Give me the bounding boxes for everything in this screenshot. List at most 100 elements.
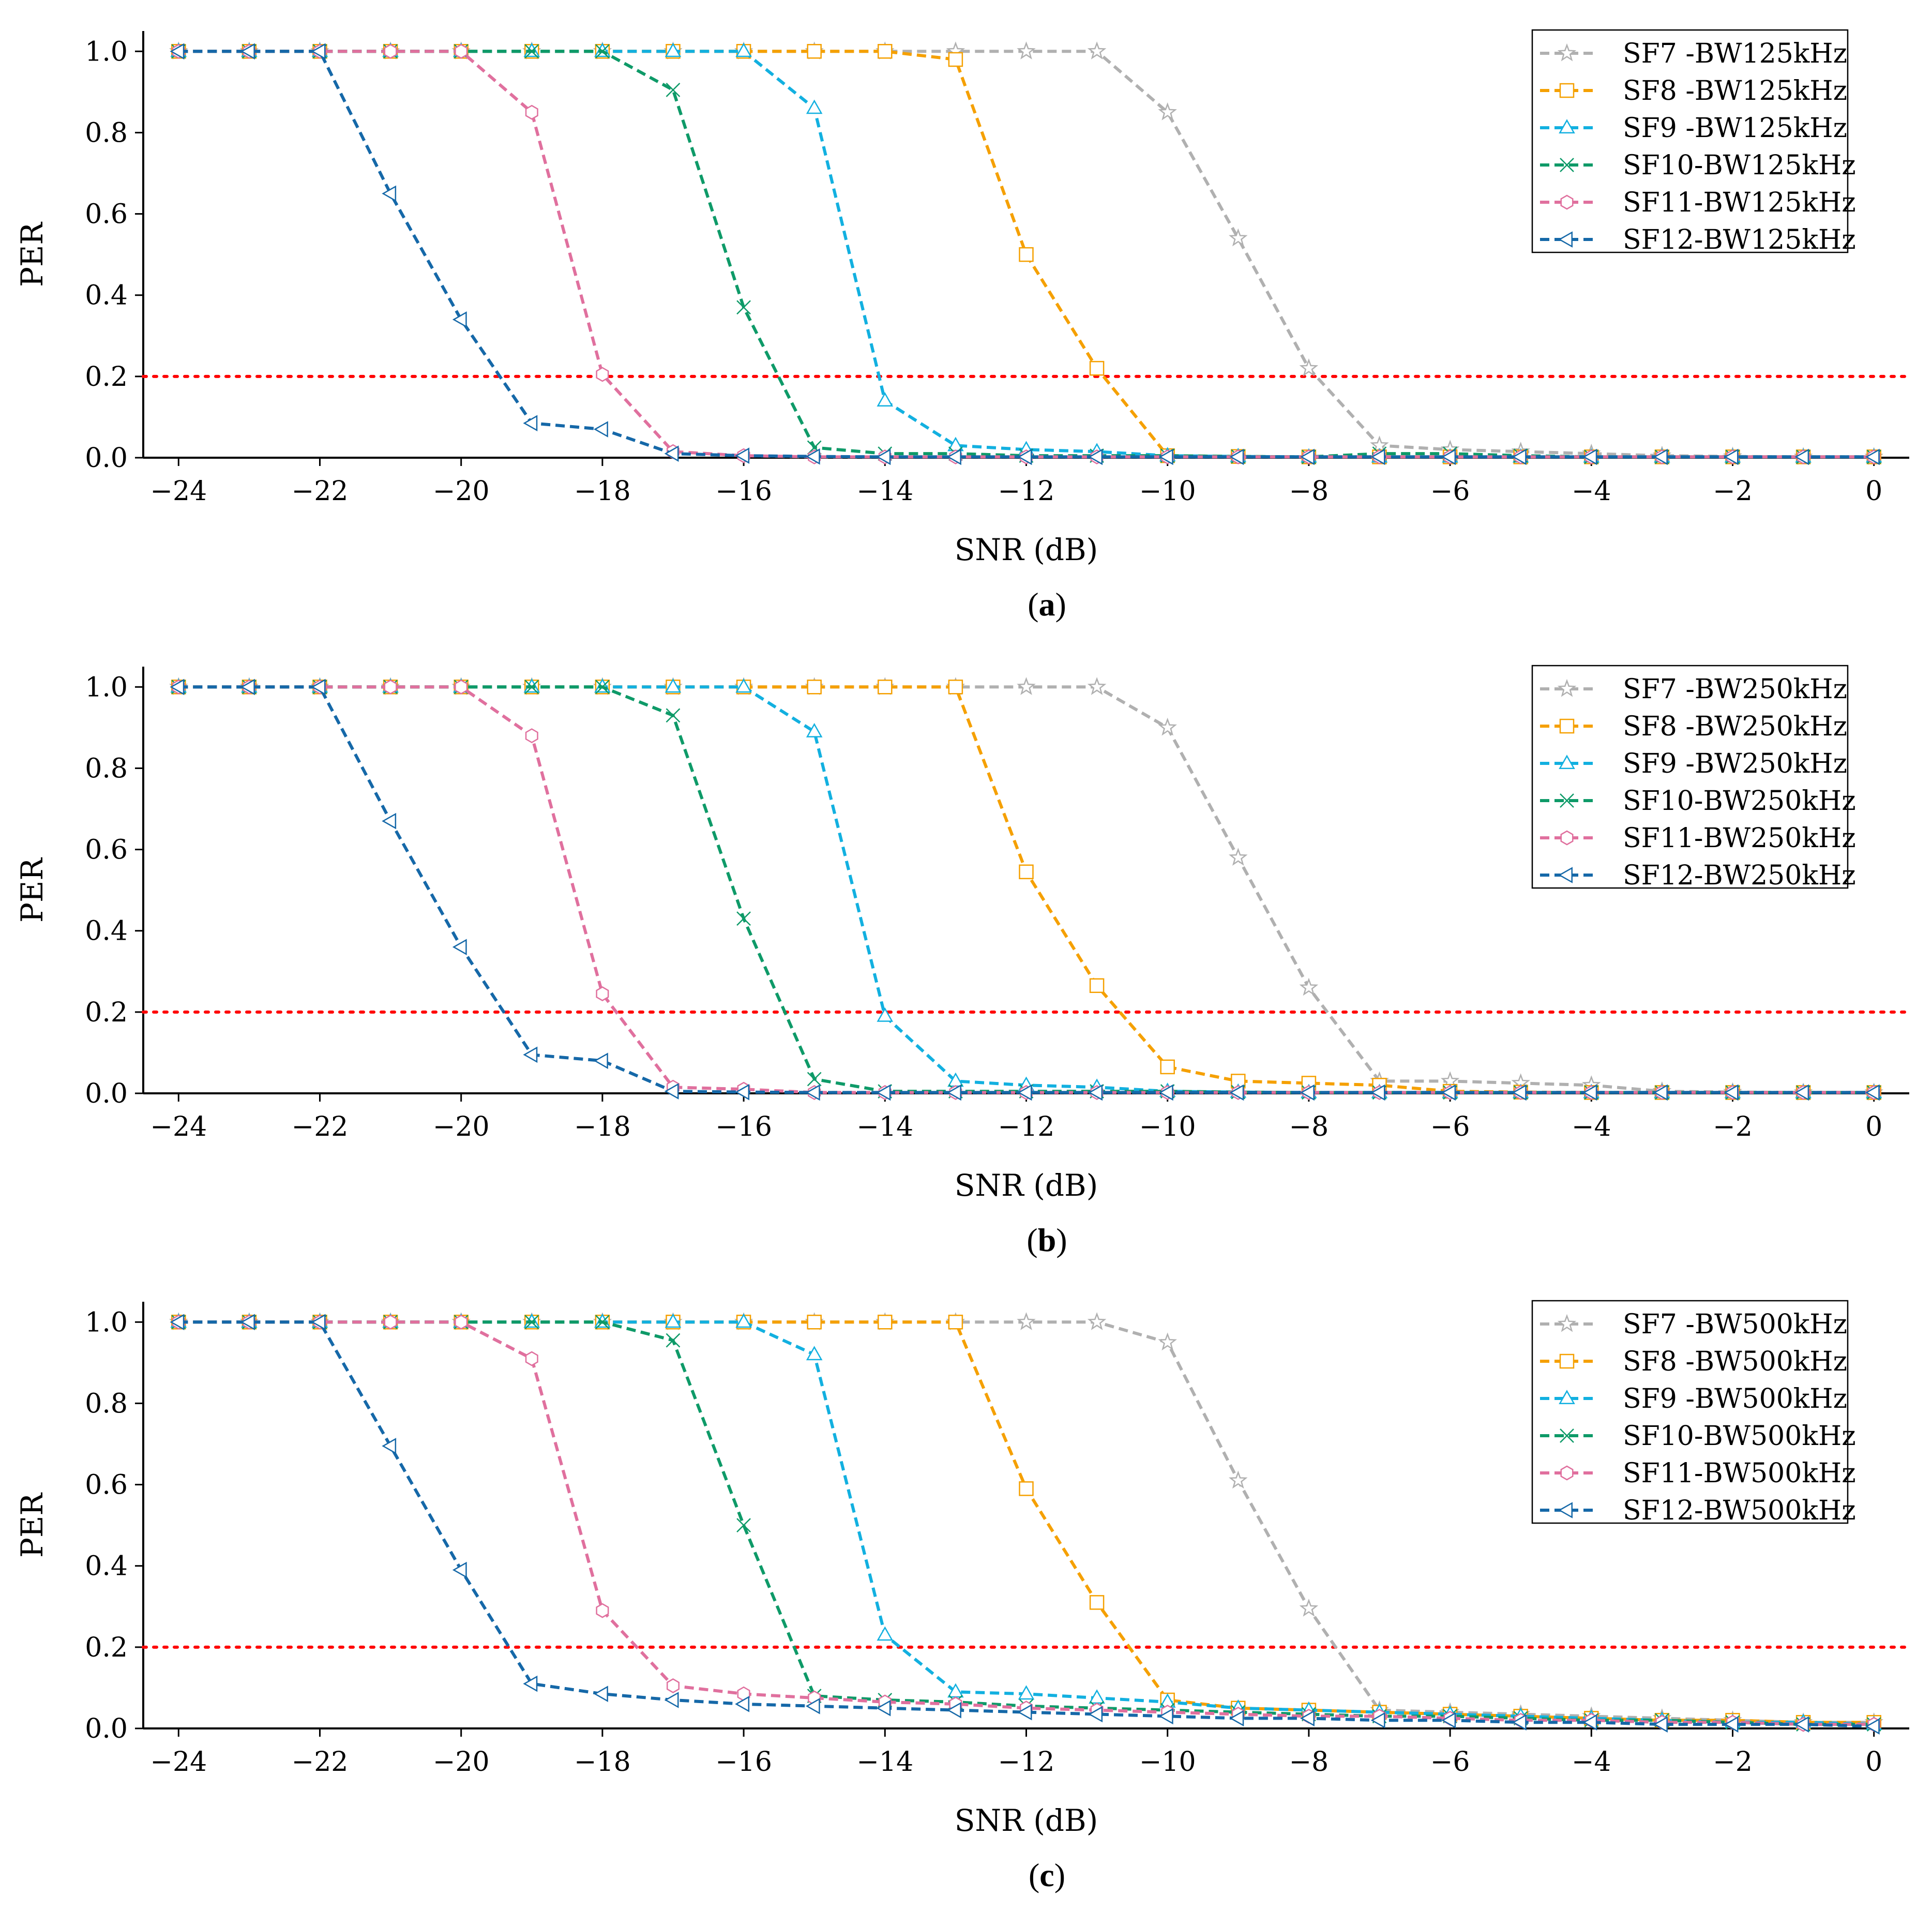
data-point-sf7 (1158, 102, 1177, 121)
data-point-sf7 (1229, 228, 1248, 247)
data-point-sf12 (594, 1052, 608, 1069)
x-tick-label: −16 (715, 476, 772, 507)
legend-label-sf12: SF12-BW125kHz (1623, 224, 1856, 255)
legend-marker-sf12 (1558, 231, 1573, 248)
data-point-sf12 (311, 43, 326, 60)
data-point-sf10 (736, 300, 751, 315)
x-tick-label: −8 (1289, 1747, 1329, 1778)
data-point-sf12 (1794, 1716, 1809, 1733)
x-tick-label: −2 (1713, 476, 1753, 507)
y-tick-label: 0.2 (85, 362, 128, 393)
data-point-sf7 (1087, 1312, 1107, 1330)
legend-marker-sf8 (1559, 718, 1575, 734)
x-tick-label: −12 (998, 476, 1055, 507)
legend-marker-sf8 (1559, 1353, 1575, 1369)
data-point-sf12 (382, 185, 397, 202)
data-point-sf12 (664, 1083, 679, 1100)
x-tick-label: −8 (1289, 476, 1329, 507)
data-point-sf11 (384, 679, 397, 695)
x-tick-label: −4 (1572, 1747, 1611, 1778)
legend-label-sf10: SF10-BW500kHz (1623, 1421, 1856, 1452)
data-point-sf10 (595, 44, 610, 59)
x-tick-label: −10 (1139, 1747, 1196, 1778)
data-point-sf12 (240, 679, 255, 696)
y-axis-title: PER (14, 857, 50, 923)
data-point-sf7 (1087, 677, 1107, 695)
data-point-sf12 (594, 421, 608, 438)
y-tick-label: 1.0 (85, 1307, 128, 1338)
data-point-sf11 (666, 1678, 680, 1693)
data-point-sf12 (1088, 1084, 1103, 1101)
x-tick-label: −2 (1713, 1747, 1753, 1778)
data-point-sf10 (736, 1518, 751, 1533)
panel-caption: (c) (1029, 1857, 1065, 1893)
data-point-sf12 (594, 1686, 608, 1703)
y-tick-label: 1.0 (85, 36, 128, 67)
data-point-sf11 (525, 104, 538, 120)
x-tick-label: −20 (433, 1747, 490, 1778)
data-point-sf12 (452, 939, 467, 955)
y-tick-label: 0.6 (85, 1470, 128, 1501)
data-point-sf7 (1299, 977, 1319, 996)
data-point-sf8 (1019, 1481, 1034, 1496)
legend: SF7 -BW500kHz SF8 -BW500kHz SF9 -BW500kHz S… (1531, 1300, 1856, 1526)
data-point-sf12 (1653, 448, 1668, 465)
data-point-sf12 (170, 1314, 185, 1331)
data-point-sf11 (596, 1603, 609, 1618)
data-point-sf8 (1089, 360, 1105, 376)
x-axis-title: SNR (dB) (955, 532, 1098, 567)
y-tick-label: 0.6 (85, 835, 128, 866)
series-sf12 (170, 1314, 1880, 1735)
legend-frame (1531, 29, 1849, 253)
data-point-sf12 (1300, 448, 1315, 465)
data-point-sf8 (1089, 978, 1105, 994)
data-point-sf11 (384, 43, 397, 59)
data-point-sf12 (1865, 448, 1880, 465)
legend-marker-sf7 (1557, 1314, 1577, 1332)
data-point-sf11 (455, 679, 468, 695)
data-point-sf12 (1865, 1718, 1880, 1735)
data-point-sf12 (170, 43, 185, 60)
legend-label-sf11: SF11-BW125kHz (1623, 187, 1856, 218)
data-point-sf12 (1229, 448, 1244, 465)
data-point-sf12 (805, 1697, 820, 1714)
caption-paren-open: ( (1029, 1857, 1039, 1893)
data-point-sf12 (1088, 448, 1103, 465)
y-tick-label: 0.4 (85, 916, 128, 947)
legend-marker-sf10 (1560, 158, 1574, 172)
data-point-sf7 (1017, 41, 1036, 59)
x-axis-title: SNR (dB) (955, 1803, 1098, 1838)
data-point-sf12 (1158, 1084, 1173, 1101)
data-point-sf12 (1582, 448, 1597, 465)
panel-caption: (a) (1028, 586, 1066, 623)
x-tick-label: −18 (574, 1111, 631, 1142)
x-tick-label: −10 (1139, 476, 1196, 507)
data-point-sf12 (1017, 1704, 1032, 1721)
y-tick-label: 0.8 (85, 753, 128, 784)
data-point-sf12 (735, 1084, 750, 1101)
x-tick-label: −16 (715, 1747, 772, 1778)
x-tick-label: −20 (433, 1111, 490, 1142)
panel-caption: (b) (1027, 1222, 1067, 1258)
data-point-sf9 (1018, 1685, 1035, 1700)
data-point-sf12 (1088, 1706, 1103, 1723)
x-tick-label: −10 (1139, 1111, 1196, 1142)
y-axis-title: PER (14, 1492, 50, 1558)
data-point-sf8 (1019, 247, 1034, 262)
y-tick-label: 0.2 (85, 997, 128, 1028)
data-point-sf12 (1582, 1714, 1597, 1731)
data-point-sf7 (1229, 1470, 1248, 1489)
x-tick-label: −12 (998, 1111, 1055, 1142)
data-point-sf12 (1724, 448, 1739, 465)
data-point-sf10 (595, 1315, 610, 1330)
data-point-sf9 (735, 1313, 752, 1328)
data-point-sf12 (311, 679, 326, 696)
data-point-sf12 (735, 1696, 750, 1712)
data-point-sf11 (596, 367, 609, 382)
legend-marker-sf11 (1560, 830, 1574, 846)
y-tick-label: 0.0 (85, 1078, 128, 1109)
data-point-sf10 (666, 83, 681, 97)
legend-label-sf10: SF10-BW125kHz (1623, 150, 1856, 181)
data-point-sf12 (805, 1084, 820, 1101)
